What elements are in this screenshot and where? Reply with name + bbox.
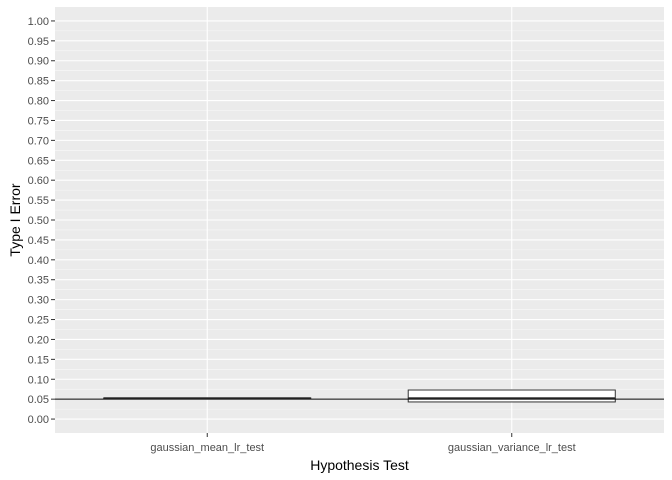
- x-axis: gaussian_mean_lr_test gaussian_variance_l…: [150, 433, 576, 454]
- x-tick-label: gaussian_mean_lr_test: [150, 442, 264, 454]
- boxes: [103, 389, 616, 403]
- y-tick-label: 0.00: [28, 414, 49, 426]
- y-tick-label: 0.10: [28, 374, 49, 386]
- y-tick-label: 0.40: [28, 255, 49, 267]
- x-tick-label: gaussian_variance_lr_test: [448, 442, 576, 454]
- y-tick-label: 0.60: [28, 175, 49, 187]
- y-tick-label: 0.65: [28, 155, 49, 167]
- y-tick-label: 0.55: [28, 195, 49, 207]
- y-tick-label: 0.85: [28, 76, 49, 88]
- y-tick-label: 1.00: [28, 16, 49, 28]
- y-tick-label: 0.50: [28, 215, 49, 227]
- y-axis-title: Type I Error: [7, 183, 23, 256]
- y-tick-label: 0.20: [28, 334, 49, 346]
- y-tick-label: 0.05: [28, 394, 49, 406]
- y-axis: 0.00 0.05 0.10 0.15 0.20 0.25 0.30 0.35 0.40 0.45…: [28, 16, 55, 426]
- grid-lines: [55, 7, 664, 433]
- y-tick-label: 0.75: [28, 115, 49, 127]
- y-tick-label: 0.95: [28, 36, 49, 48]
- y-tick-label: 0.15: [28, 354, 49, 366]
- y-tick-label: 0.45: [28, 235, 49, 247]
- y-tick-label: 0.80: [28, 96, 49, 108]
- y-tick-label: 0.35: [28, 275, 49, 287]
- y-tick-label: 0.90: [28, 56, 49, 68]
- y-tick-label: 0.70: [28, 135, 49, 147]
- x-axis-title: Hypothesis Test: [310, 457, 409, 473]
- y-tick-label: 0.30: [28, 295, 49, 307]
- y-tick-label: 0.25: [28, 315, 49, 327]
- box-gaussian_variance_lr_test: [407, 389, 616, 403]
